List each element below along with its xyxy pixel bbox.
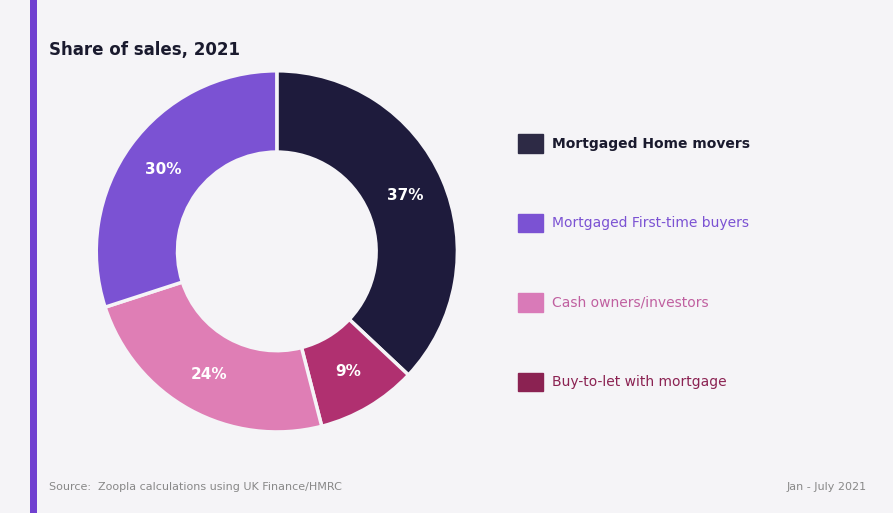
Text: 37%: 37% [387, 188, 423, 203]
Wedge shape [105, 282, 321, 432]
Wedge shape [277, 71, 457, 375]
Text: 9%: 9% [335, 364, 361, 379]
Text: Source:  Zoopla calculations using UK Finance/HMRC: Source: Zoopla calculations using UK Fin… [49, 483, 342, 492]
Text: Cash owners/investors: Cash owners/investors [552, 295, 708, 310]
Text: 24%: 24% [191, 366, 228, 382]
Text: Mortgaged First-time buyers: Mortgaged First-time buyers [552, 216, 749, 230]
Wedge shape [302, 320, 408, 426]
Text: Jan - July 2021: Jan - July 2021 [786, 483, 866, 492]
Text: Buy-to-let with mortgage: Buy-to-let with mortgage [552, 375, 727, 389]
Wedge shape [96, 71, 277, 307]
Text: Mortgaged Home movers: Mortgaged Home movers [552, 136, 750, 151]
Text: 30%: 30% [146, 162, 182, 176]
Text: Share of sales, 2021: Share of sales, 2021 [49, 41, 240, 59]
